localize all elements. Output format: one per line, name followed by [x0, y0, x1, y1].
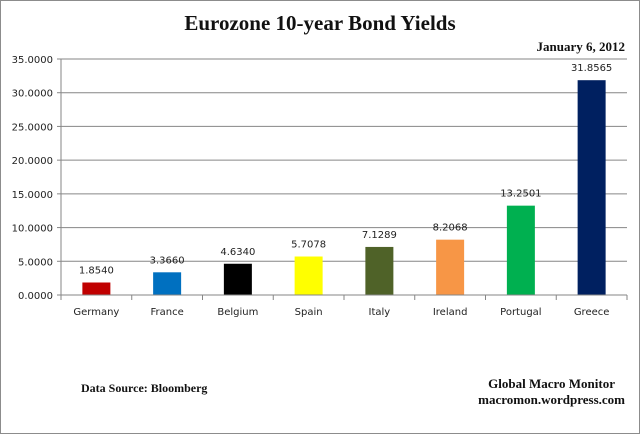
data-label: 1.8540 [79, 265, 114, 276]
y-tick-label: 25.0000 [12, 122, 53, 133]
data-label: 5.7078 [291, 240, 326, 251]
x-tick-label: Greece [574, 307, 610, 318]
bar-greece [577, 80, 606, 296]
data-label: 4.6340 [220, 247, 255, 258]
credit-name: Global Macro Monitor [488, 376, 615, 391]
bar-portugal [506, 205, 535, 295]
chart-title: Eurozone 10-year Bond Yields [184, 11, 456, 35]
x-tick-label: Italy [369, 307, 391, 318]
bar-italy [365, 246, 394, 295]
chart-date: January 6, 2012 [536, 39, 625, 54]
bar-france [153, 272, 182, 295]
x-tick-label: Ireland [433, 307, 468, 318]
credit-url: macromon.wordpress.com [478, 392, 625, 407]
data-label: 7.1289 [362, 230, 397, 241]
x-tick-label: Germany [73, 307, 119, 318]
bar-ireland [436, 239, 465, 295]
bar-belgium [223, 263, 252, 295]
x-tick-label: Belgium [217, 307, 258, 318]
data-label: 3.3660 [150, 255, 185, 266]
data-label: 31.8565 [571, 63, 612, 74]
y-tick-label: 30.0000 [12, 89, 53, 100]
x-tick-label: France [150, 307, 183, 318]
data-label: 8.2068 [433, 223, 468, 234]
y-tick-label: 10.0000 [12, 224, 53, 235]
y-tick-label: 0.0000 [18, 291, 53, 302]
y-tick-label: 5.0000 [18, 257, 53, 268]
data-label: 13.2501 [500, 189, 541, 200]
bar-spain [294, 256, 323, 295]
x-tick-label: Spain [295, 307, 323, 318]
credit: Global Macro Monitor macromon.wordpress.… [478, 376, 625, 408]
y-tick-label: 35.0000 [12, 55, 53, 66]
y-tick-label: 15.0000 [12, 190, 53, 201]
x-tick-label: Portugal [500, 307, 541, 318]
y-tick-label: 20.0000 [12, 156, 53, 167]
bar-germany [82, 282, 111, 295]
data-source: Data Source: Bloomberg [81, 381, 208, 395]
